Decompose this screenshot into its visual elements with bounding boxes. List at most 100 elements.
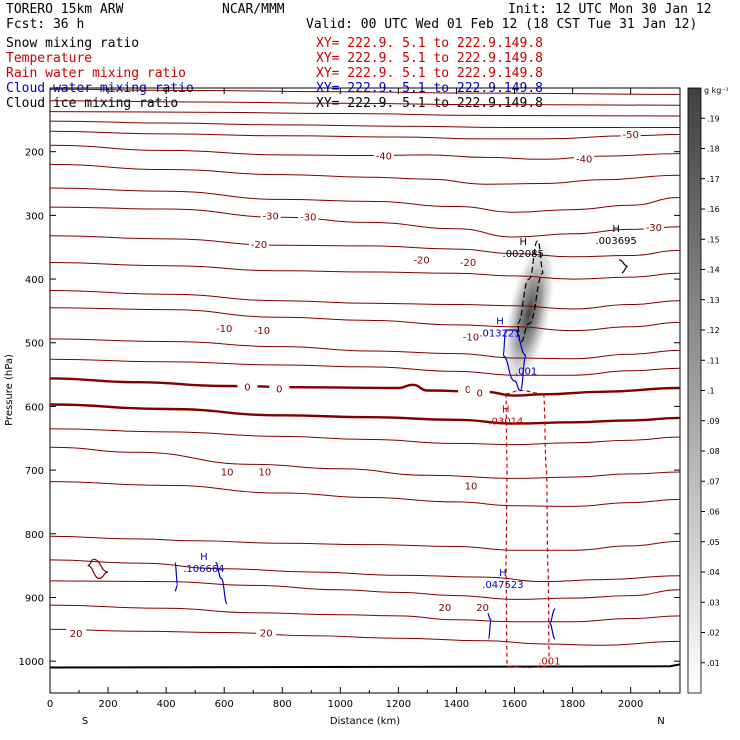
contour-label-3: -30: [260, 209, 281, 222]
maximum-value-4: .03014: [488, 416, 523, 427]
x-tick-label-8: 1600: [502, 699, 527, 710]
maximum-cloud_water-5: H.106664: [183, 552, 224, 575]
maximum-marker-5: H: [200, 552, 208, 563]
surface-line: [50, 663, 680, 669]
x-tick-label-5: 1000: [328, 699, 353, 710]
contour-label-text-22: 0: [476, 388, 482, 399]
contour-label-12: 0: [237, 380, 258, 394]
y-tick-label-0: 200: [25, 148, 44, 159]
contour-label-text-13: 0: [276, 385, 282, 396]
cloudwater-contour-west-r: [215, 561, 228, 605]
rain-contour-bottom: [507, 665, 550, 669]
isotherm-21: [50, 559, 680, 583]
contour-label-21: 20: [472, 601, 493, 614]
colorbar: g kg⁻¹ .01 .02 .03 .04 .05 .06 .07 .08 .09 .1 .11.…: [687, 86, 729, 694]
colorbar-label-8: .09: [707, 417, 720, 426]
contour-label-text-9: -10: [216, 324, 232, 335]
contour-label-9: -10: [214, 322, 235, 335]
isotherm-8: [50, 206, 680, 238]
colorbar-label-7: .08: [707, 447, 720, 456]
contour-label-text-2: -40: [576, 155, 592, 166]
isotherm-3: [50, 120, 680, 129]
isotherm-13: [50, 338, 680, 360]
colorbar-scale: [687, 87, 702, 694]
maximum-value-6: .047523: [482, 580, 523, 591]
colorbar-label-12: .13: [707, 296, 720, 305]
maximum-cloud_water-2: H.013221: [479, 316, 520, 339]
contour-label-text-14: 0: [465, 385, 471, 396]
init-time: Init: 12 UTC Mon 30 Jan 12: [508, 2, 712, 17]
contour-label-19: 20: [256, 626, 277, 640]
cloudwater-contour-west-l: [174, 561, 179, 592]
contour-label-22: 0: [469, 386, 490, 399]
field-rain-name: Rain water mixing ratio: [6, 66, 186, 81]
y-tick-label-6: 800: [25, 530, 44, 541]
colorbar-label-16: .17: [707, 175, 720, 184]
contour-label-10: -10: [251, 324, 272, 337]
maximum-value-1: .003695: [595, 236, 636, 247]
x-tick-label-0: 0: [47, 699, 53, 710]
field-snow-name: Snow mixing ratio: [6, 36, 139, 51]
y-tick-label-5: 700: [25, 466, 44, 477]
y-tick-label-3: 500: [25, 339, 44, 350]
y-tick-label-2: 400: [25, 275, 44, 286]
contour-label-20: 20: [434, 601, 455, 614]
isotherm-20: [50, 535, 680, 551]
temperature-contours: [50, 88, 680, 669]
x-axis-label: Distance (km): [330, 716, 400, 727]
contour-label-16: 10: [254, 465, 275, 478]
isotherm-19: [50, 481, 680, 507]
colorbar-label-10: .11: [707, 356, 720, 365]
maxima-labels: H.002085H.003695H.013221.001H.03014H.106…: [183, 224, 637, 667]
isotherm-12: [50, 307, 680, 332]
valid-time: Valid: 00 UTC Wed 01 Feb 12 (18 CST Tue …: [306, 17, 697, 32]
maximum-marker-4: H: [502, 404, 510, 415]
colorbar-label-13: .14: [707, 266, 720, 275]
contour-label-8: -20: [458, 255, 479, 269]
isotherm-24: [50, 628, 680, 646]
north-label: N: [657, 716, 664, 727]
closed-isotherm-west: [87, 558, 109, 580]
ice-contour: [618, 259, 628, 274]
contour-label-text-7: -20: [413, 255, 429, 266]
field-rain-xy: XY= 222.9. 5.1 to 222.9.149.8: [316, 66, 543, 81]
contour-label-1: -40: [373, 149, 394, 163]
maximum-rain-4: H.03014: [488, 404, 523, 427]
contour-label-text-11: -10: [463, 332, 479, 343]
isotherm-23: [50, 604, 680, 623]
contour-label-text-10: -10: [254, 326, 270, 337]
center-title: NCAR/MMM: [222, 2, 285, 17]
maximum-marker-0: H: [519, 237, 527, 248]
x-tick-label-9: 1800: [560, 699, 585, 710]
x-tick-label-3: 600: [215, 699, 234, 710]
contour-label-text-20: 20: [438, 603, 451, 614]
field-legend: Snow mixing ratio XY= 222.9. 5.1 to 222.…: [6, 36, 543, 111]
contour-label-text-3: -30: [262, 211, 278, 222]
contour-label-text-1: -40: [376, 152, 392, 163]
contour-label-text-16: 10: [258, 467, 271, 478]
isotherm-11: [50, 290, 680, 310]
y-tick-label-8: 1000: [19, 657, 44, 668]
maximum-snow-0: H.002085: [503, 237, 544, 260]
colorbar-label-5: .06: [707, 508, 720, 517]
colorbar-label-18: .19: [707, 114, 720, 123]
colorbar-label-9: .1: [707, 387, 715, 396]
rain-contour-left: [505, 393, 508, 667]
contour-label-7: -20: [411, 253, 432, 266]
colorbar-label-14: .15: [707, 235, 720, 244]
isotherm-4: [50, 130, 680, 140]
south-label: S: [82, 716, 88, 727]
contour-label-text-8: -20: [460, 258, 476, 269]
plot-area: -50-40 -40-30 -30-30-20-20 -20-10 -10-100 0 01…: [50, 88, 680, 669]
contour-label-13: 0: [269, 382, 290, 396]
x-tick-label-7: 1400: [444, 699, 469, 710]
y-tick-label-7: 900: [25, 593, 44, 604]
isotherm-10: [50, 262, 680, 280]
maximum-marker-2: H: [496, 316, 504, 327]
contour-label-text-18: 20: [70, 629, 83, 640]
contour-label-text-4: -30: [300, 213, 316, 224]
contour-label-text-0: -50: [622, 130, 638, 141]
contour-labels: -50-40 -40-30 -30-30-20-20 -20-10 -10-100 0 01…: [66, 127, 664, 640]
contour-label-text-15: 10: [221, 467, 234, 478]
isotherm-7: [50, 187, 680, 213]
